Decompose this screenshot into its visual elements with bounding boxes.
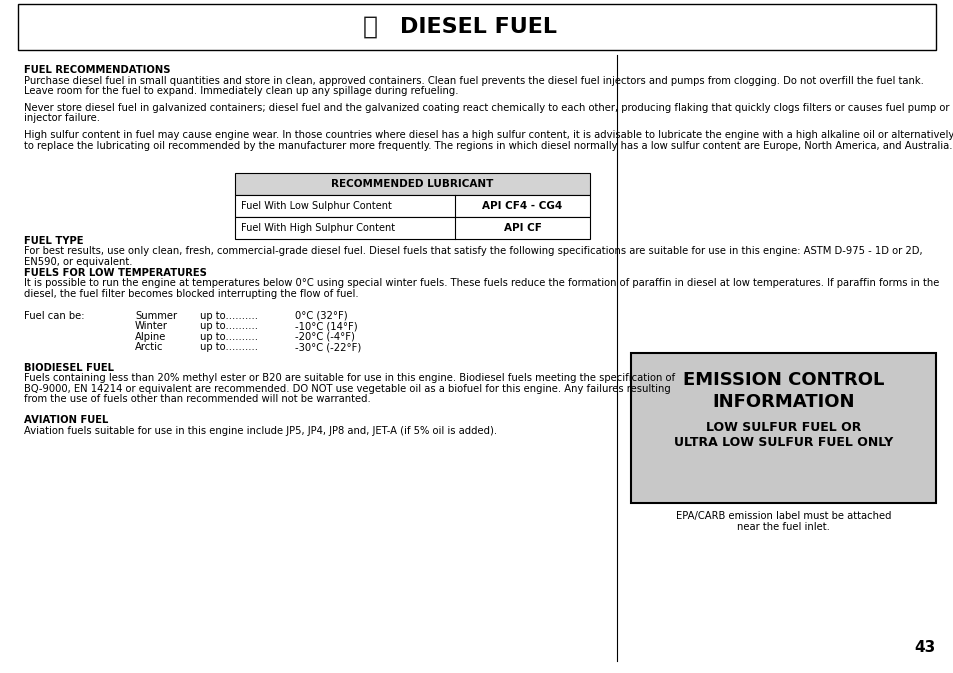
Text: up to..........: up to.......... — [200, 311, 257, 321]
Text: Winter: Winter — [135, 322, 168, 332]
Text: Purchase diesel fuel in small quantities and store in clean, approved containers: Purchase diesel fuel in small quantities… — [24, 75, 923, 85]
Text: Never store diesel fuel in galvanized containers; diesel fuel and the galvanized: Never store diesel fuel in galvanized co… — [24, 103, 948, 113]
Text: DIESEL FUEL: DIESEL FUEL — [399, 17, 557, 37]
Text: ULTRA LOW SULFUR FUEL ONLY: ULTRA LOW SULFUR FUEL ONLY — [673, 436, 892, 449]
Text: INFORMATION: INFORMATION — [712, 393, 854, 411]
Bar — [630, 353, 935, 503]
Text: diesel, the fuel filter becomes blocked interrupting the flow of fuel.: diesel, the fuel filter becomes blocked … — [24, 289, 358, 299]
Text: Arctic: Arctic — [135, 343, 163, 353]
Text: from the use of fuels other than recommended will not be warranted.: from the use of fuels other than recomme… — [24, 394, 371, 404]
Text: 43: 43 — [914, 640, 935, 655]
Text: Summer: Summer — [135, 311, 177, 321]
Bar — [234, 217, 589, 239]
Text: Aviation fuels suitable for use in this engine include JP5, JP4, JP8 and, JET-A : Aviation fuels suitable for use in this … — [24, 425, 497, 435]
Text: -30°C (-22°F): -30°C (-22°F) — [294, 343, 361, 353]
Text: EPA/CARB emission label must be attached: EPA/CARB emission label must be attached — [675, 511, 890, 521]
Text: -20°C (-4°F): -20°C (-4°F) — [294, 332, 355, 342]
Text: BQ-9000, EN 14214 or equivalent are recommended. DO NOT use vegetable oil as a b: BQ-9000, EN 14214 or equivalent are reco… — [24, 384, 670, 394]
Text: EMISSION CONTROL: EMISSION CONTROL — [682, 371, 883, 389]
Text: to replace the lubricating oil recommended by the manufacturer more frequently. : to replace the lubricating oil recommend… — [24, 141, 951, 151]
Bar — [234, 173, 589, 195]
Bar — [18, 4, 935, 50]
Text: FUELS FOR LOW TEMPERATURES: FUELS FOR LOW TEMPERATURES — [24, 268, 207, 278]
Text: API CF: API CF — [503, 223, 541, 233]
Text: FUEL TYPE: FUEL TYPE — [24, 236, 84, 246]
Text: It is possible to run the engine at temperatures below 0°C using special winter : It is possible to run the engine at temp… — [24, 279, 939, 289]
Text: LOW SULFUR FUEL OR: LOW SULFUR FUEL OR — [705, 421, 861, 434]
Text: BIODIESEL FUEL: BIODIESEL FUEL — [24, 363, 113, 373]
Text: EN590, or equivalent.: EN590, or equivalent. — [24, 257, 132, 267]
Text: Fuels containing less than 20% methyl ester or B20 are suitable for use in this : Fuels containing less than 20% methyl es… — [24, 374, 675, 384]
Text: Fuel With High Sulphur Content: Fuel With High Sulphur Content — [241, 223, 395, 233]
Text: High sulfur content in fuel may cause engine wear. In those countries where dies: High sulfur content in fuel may cause en… — [24, 130, 953, 140]
Text: -10°C (14°F): -10°C (14°F) — [294, 322, 357, 332]
Text: AVIATION FUEL: AVIATION FUEL — [24, 415, 109, 425]
Text: Fuel With Low Sulphur Content: Fuel With Low Sulphur Content — [241, 201, 392, 211]
Text: Leave room for the fuel to expand. Immediately clean up any spillage during refu: Leave room for the fuel to expand. Immed… — [24, 86, 458, 96]
Text: up to..........: up to.......... — [200, 343, 257, 353]
Text: Alpine: Alpine — [135, 332, 166, 342]
Text: up to..........: up to.......... — [200, 322, 257, 332]
Text: API CF4 - CG4: API CF4 - CG4 — [482, 201, 562, 211]
Text: RECOMMENDED LUBRICANT: RECOMMENDED LUBRICANT — [331, 179, 493, 189]
Text: Fuel can be:: Fuel can be: — [24, 311, 85, 321]
Text: injector failure.: injector failure. — [24, 113, 100, 123]
Bar — [234, 195, 589, 217]
Text: For best results, use only clean, fresh, commercial-grade diesel fuel. Diesel fu: For best results, use only clean, fresh,… — [24, 246, 922, 256]
Text: ⛽: ⛽ — [362, 15, 377, 39]
Text: near the fuel inlet.: near the fuel inlet. — [737, 522, 829, 532]
Text: 0°C (32°F): 0°C (32°F) — [294, 311, 347, 321]
Text: up to..........: up to.......... — [200, 332, 257, 342]
Text: FUEL RECOMMENDATIONS: FUEL RECOMMENDATIONS — [24, 65, 171, 75]
